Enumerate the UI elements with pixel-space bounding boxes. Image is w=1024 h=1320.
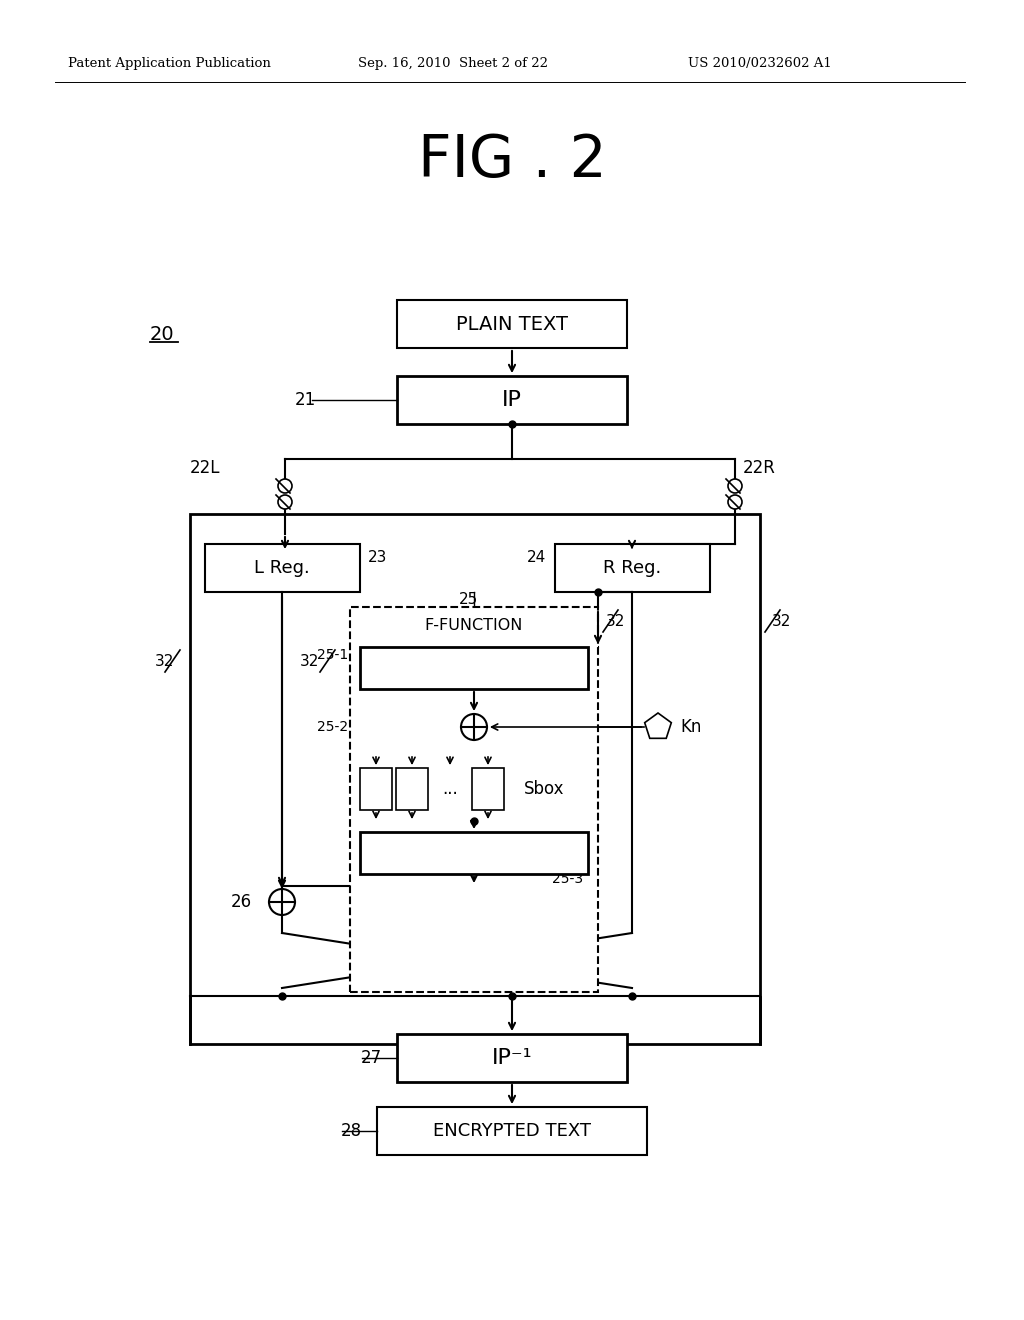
Text: 24: 24 bbox=[527, 550, 546, 565]
Circle shape bbox=[278, 479, 292, 492]
Text: 32: 32 bbox=[772, 615, 792, 630]
Text: 22L: 22L bbox=[190, 459, 220, 477]
Text: PLAIN TEXT: PLAIN TEXT bbox=[456, 314, 568, 334]
Bar bbox=[397, 300, 627, 348]
Bar bbox=[360, 768, 392, 810]
Bar bbox=[472, 768, 504, 810]
Text: 32: 32 bbox=[300, 655, 319, 669]
Bar bbox=[377, 1107, 647, 1155]
Circle shape bbox=[278, 495, 292, 510]
Text: Kn: Kn bbox=[680, 718, 701, 737]
Text: 25: 25 bbox=[459, 591, 478, 606]
Text: 22R: 22R bbox=[743, 459, 776, 477]
Text: S0: S0 bbox=[368, 781, 385, 796]
Text: 25-3: 25-3 bbox=[552, 873, 583, 886]
Text: Patent Application Publication: Patent Application Publication bbox=[68, 57, 271, 70]
Text: F-FUNCTION: F-FUNCTION bbox=[425, 618, 523, 632]
Text: FIG . 2: FIG . 2 bbox=[418, 132, 606, 189]
Text: S1: S1 bbox=[403, 781, 421, 796]
Text: Sep. 16, 2010  Sheet 2 of 22: Sep. 16, 2010 Sheet 2 of 22 bbox=[358, 57, 548, 70]
Bar bbox=[205, 544, 360, 591]
Text: 25-1: 25-1 bbox=[316, 648, 348, 663]
Circle shape bbox=[728, 479, 742, 492]
Text: 26: 26 bbox=[230, 894, 252, 911]
Text: 25-2: 25-2 bbox=[316, 719, 348, 734]
Text: 21: 21 bbox=[295, 391, 316, 409]
Circle shape bbox=[269, 888, 295, 915]
Text: P(PERMUTATION): P(PERMUTATION) bbox=[410, 846, 539, 861]
Polygon shape bbox=[645, 713, 672, 738]
Text: ENCRYPTED TEXT: ENCRYPTED TEXT bbox=[433, 1122, 591, 1140]
Text: 28: 28 bbox=[341, 1122, 362, 1140]
Text: US 2010/0232602 A1: US 2010/0232602 A1 bbox=[688, 57, 831, 70]
Text: R Reg.: R Reg. bbox=[603, 558, 662, 577]
Bar bbox=[555, 544, 710, 591]
Text: IP: IP bbox=[502, 389, 522, 411]
Circle shape bbox=[461, 714, 487, 741]
Text: 20: 20 bbox=[150, 326, 175, 345]
Bar bbox=[397, 376, 627, 424]
Text: ...: ... bbox=[442, 780, 458, 799]
Circle shape bbox=[728, 495, 742, 510]
Text: S7: S7 bbox=[479, 781, 497, 796]
Text: Expand: Expand bbox=[440, 659, 508, 677]
Text: 27: 27 bbox=[360, 1049, 382, 1067]
Text: 32: 32 bbox=[606, 615, 626, 630]
Text: 23: 23 bbox=[368, 550, 387, 565]
Text: Sbox: Sbox bbox=[524, 780, 564, 799]
Bar bbox=[396, 768, 428, 810]
Text: IP⁻¹: IP⁻¹ bbox=[492, 1048, 532, 1068]
Text: L Reg.: L Reg. bbox=[254, 558, 310, 577]
Bar bbox=[397, 1034, 627, 1082]
Bar bbox=[190, 513, 760, 1044]
Bar bbox=[360, 647, 588, 689]
Bar bbox=[360, 832, 588, 874]
Bar bbox=[350, 607, 598, 993]
Text: 32: 32 bbox=[155, 655, 174, 669]
